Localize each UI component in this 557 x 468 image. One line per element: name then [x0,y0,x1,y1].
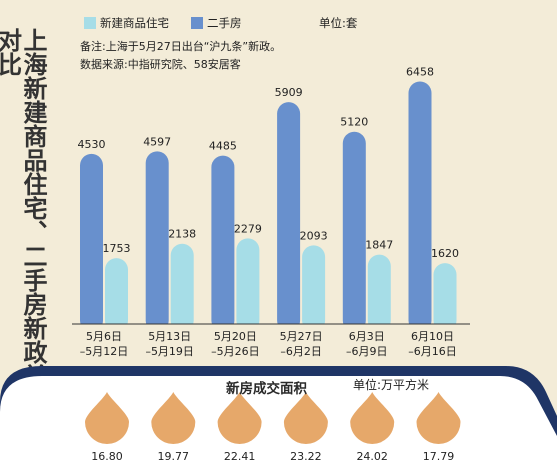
bar-second-hand [408,81,432,332]
area-units-label: 单位:万平方米 [353,378,430,392]
area-drop [283,392,328,444]
data-label-new-housing: 2138 [168,228,196,241]
data-label-second-hand: 6458 [406,66,434,79]
legend-swatch-second-hand [191,17,203,29]
area-value-label: 23.22 [290,450,322,463]
x-tick-label: 5月20日 [214,330,257,343]
area-drop [151,392,196,444]
x-tick-label: 5月13日 [148,330,191,343]
x-tick-label: –5月19日 [145,345,194,358]
area-drop [350,392,395,444]
bar-second-hand [211,155,235,332]
bar-second-hand [277,102,301,332]
area-drop [85,392,129,444]
bar-new-housing [236,238,260,332]
area-band: 16.80 19.77 22.41 23.22 24.02 17.79 [0,366,557,468]
x-tick-label: 5月27日 [280,330,323,343]
data-label-new-housing: 1753 [103,242,131,255]
data-label-new-housing: 2093 [300,229,328,242]
bar-chart: 4530 1753 4597 2138 4485 2279 5909 2093 5120 1847… [70,66,470,358]
bar-new-housing [433,263,457,332]
bar-second-hand [342,131,366,332]
bar-new-housing [105,258,128,332]
legend-swatch-new-housing [84,17,96,29]
data-label-second-hand: 4485 [209,140,237,153]
legend-label-new-housing: 新建商品住宅 [100,16,169,30]
data-label-new-housing: 2279 [234,222,262,235]
area-value-label: 17.79 [423,450,455,463]
data-label-new-housing: 1620 [431,247,459,260]
x-tick-label: 5月6日 [86,330,122,343]
band-inner [0,376,557,468]
note-text: 备注:上海于5月27日出台“沪九条”新政。 [80,40,282,53]
x-tick-label: –5月26日 [211,345,260,358]
axis-mask [70,324,470,334]
area-value-label: 22.41 [224,450,256,463]
x-tick-label: 6月3日 [349,330,385,343]
x-tick-label: –5月12日 [80,345,129,358]
area-value-label: 19.77 [158,450,190,463]
area-chart-title: 新房成交面积 [226,381,307,397]
bar-second-hand [145,151,169,332]
data-label-second-hand: 4530 [78,138,106,151]
x-tick-label: –6月2日 [280,345,322,358]
bar-second-hand [80,153,103,332]
area-drop [217,392,262,444]
data-label-second-hand: 5120 [340,116,368,129]
data-label-second-hand: 5909 [275,86,303,99]
area-drop [416,392,461,444]
area-value-label: 24.02 [356,450,388,463]
source-text: 数据来源:中指研究院、58安居客 [80,58,241,71]
legend-label-second-hand: 二手房 [207,16,242,30]
bar-new-housing [170,243,194,332]
x-tick-label: –6月9日 [346,345,388,358]
data-label-second-hand: 4597 [143,135,171,148]
x-tick-label: 6月10日 [411,330,454,343]
area-value-label: 16.80 [91,450,123,463]
data-label-new-housing: 1847 [365,239,393,252]
units-label: 单位:套 [319,16,358,30]
bar-new-housing [367,254,391,332]
bar-new-housing [302,245,326,332]
x-tick-label: –6月16日 [408,345,457,358]
